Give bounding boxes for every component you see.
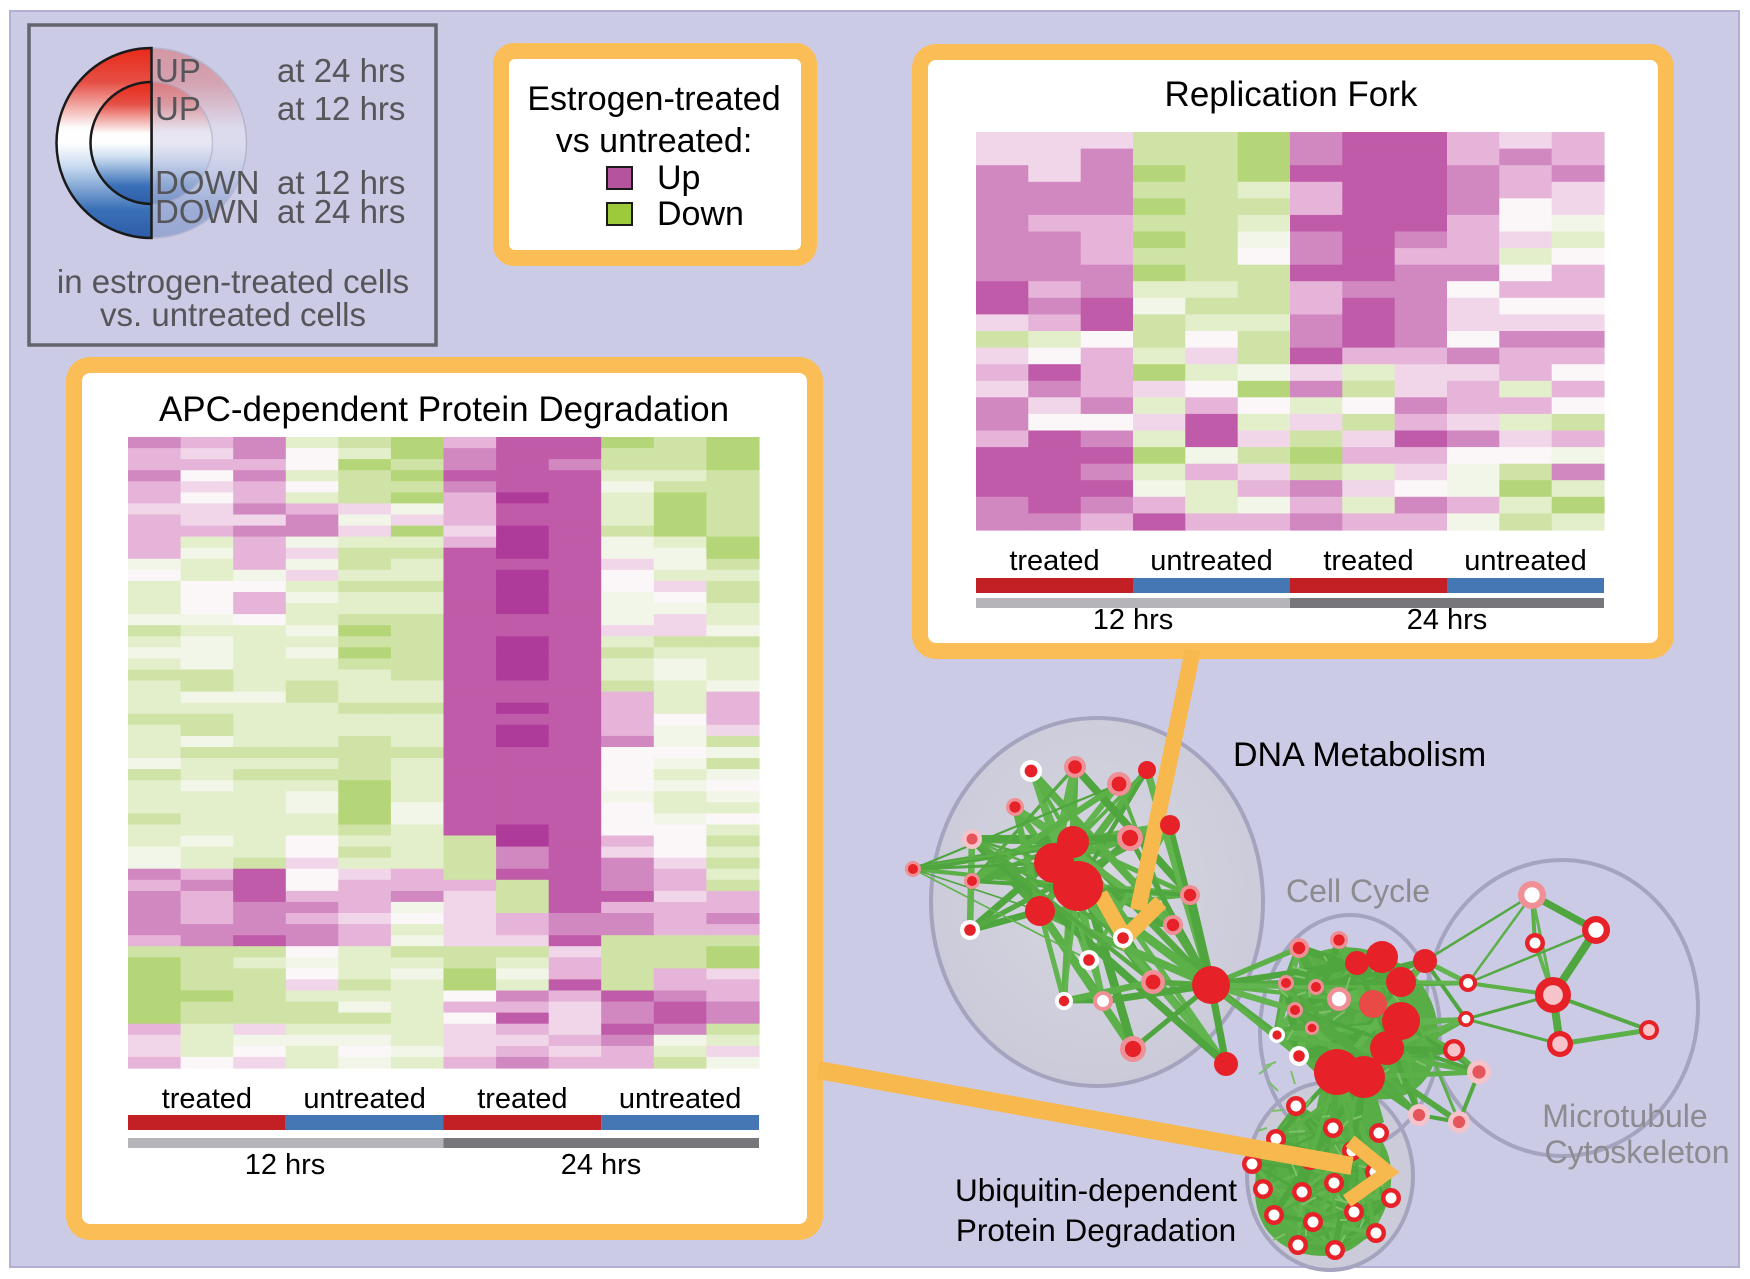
svg-text:12 hrs: 12 hrs	[245, 1149, 326, 1181]
svg-text:treated: treated	[1323, 545, 1413, 577]
svg-text:Up: Up	[657, 159, 700, 197]
svg-text:DOWN: DOWN	[155, 164, 259, 201]
svg-text:untreated: untreated	[303, 1083, 426, 1115]
svg-text:Estrogen-treated: Estrogen-treated	[527, 80, 780, 118]
svg-text:in estrogen-treated cells: in estrogen-treated cells	[57, 263, 409, 300]
svg-text:treated: treated	[1009, 545, 1099, 577]
svg-text:untreated: untreated	[1464, 545, 1587, 577]
svg-text:untreated: untreated	[619, 1083, 742, 1115]
svg-text:APC-dependent Protein Degradat: APC-dependent Protein Degradation	[159, 390, 729, 429]
svg-text:UP: UP	[155, 52, 201, 89]
svg-text:vs untreated:: vs untreated:	[556, 122, 753, 160]
svg-text:Down: Down	[657, 195, 744, 233]
svg-text:treated: treated	[162, 1083, 252, 1115]
svg-text:12 hrs: 12 hrs	[1093, 604, 1174, 636]
svg-text:24 hrs: 24 hrs	[561, 1149, 642, 1181]
svg-text:at 24 hrs: at 24 hrs	[277, 193, 405, 230]
svg-text:at 12 hrs: at 12 hrs	[277, 90, 405, 127]
svg-text:Protein Degradation: Protein Degradation	[956, 1212, 1236, 1248]
svg-text:Ubiquitin-dependent: Ubiquitin-dependent	[955, 1172, 1237, 1208]
svg-text:Cell Cycle: Cell Cycle	[1286, 873, 1430, 909]
svg-text:untreated: untreated	[1150, 545, 1273, 577]
svg-text:treated: treated	[477, 1083, 567, 1115]
svg-text:at 12 hrs: at 12 hrs	[277, 164, 405, 201]
svg-text:24 hrs: 24 hrs	[1407, 604, 1488, 636]
svg-text:UP: UP	[155, 90, 201, 127]
svg-text:Microtubule: Microtubule	[1542, 1098, 1707, 1134]
svg-text:at 24 hrs: at 24 hrs	[277, 52, 405, 89]
svg-text:Replication Fork: Replication Fork	[1165, 75, 1418, 114]
svg-text:vs. untreated cells: vs. untreated cells	[100, 296, 366, 333]
svg-text:DNA Metabolism: DNA Metabolism	[1233, 736, 1486, 774]
svg-text:Cytoskeleton: Cytoskeleton	[1545, 1134, 1730, 1170]
svg-text:DOWN: DOWN	[155, 193, 259, 230]
